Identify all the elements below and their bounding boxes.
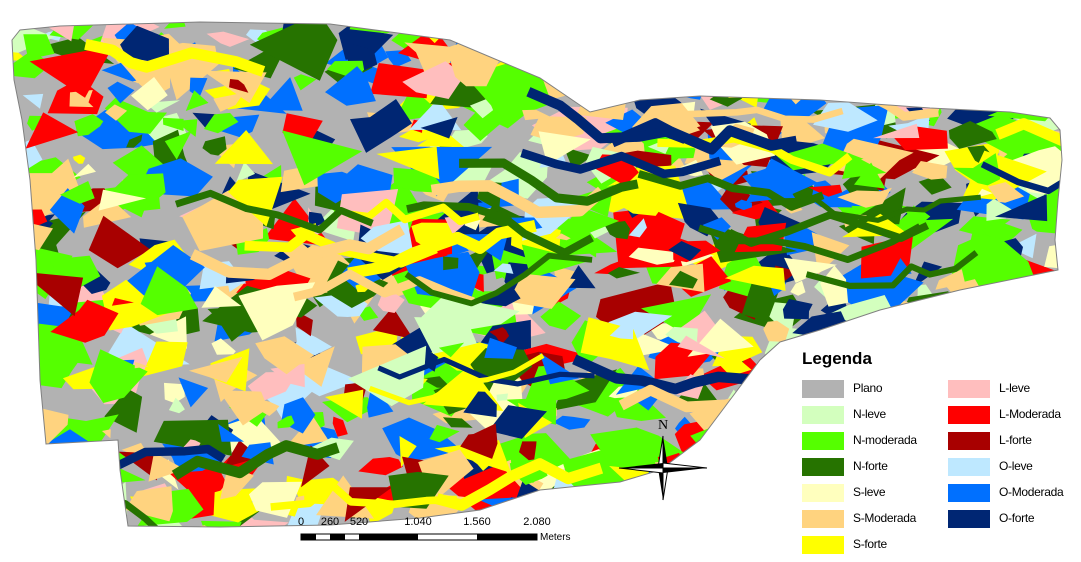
legend-swatch	[802, 458, 844, 476]
legend-swatch	[802, 406, 844, 424]
scale-unit: Meters	[540, 532, 571, 543]
legend-swatch	[802, 380, 844, 398]
legend: Legenda Plano N-leve N-moderada N-forte S-le…	[790, 344, 1075, 556]
legend-swatch	[948, 458, 990, 476]
legend-swatch	[802, 510, 844, 528]
legend-label: S-leve	[853, 485, 885, 499]
aspect-patch	[497, 394, 509, 401]
legend-swatch	[802, 432, 844, 450]
north-arrow: N	[615, 418, 711, 518]
legend-label: N-leve	[853, 407, 886, 421]
legend-label: Plano	[853, 381, 882, 395]
legend-label: O-leve	[999, 459, 1033, 473]
legend-title: Legenda	[802, 349, 872, 369]
legend-swatch	[948, 380, 990, 398]
legend-swatch	[948, 484, 990, 502]
legend-label: O-Moderada	[999, 485, 1063, 499]
legend-label: N-moderada	[853, 433, 917, 447]
legend-swatch	[802, 536, 844, 554]
legend-swatch	[948, 406, 990, 424]
legend-label: N-forte	[853, 459, 888, 473]
legend-label: O-forte	[999, 511, 1034, 525]
aspect-patch	[443, 257, 458, 271]
legend-label: S-forte	[853, 537, 887, 551]
legend-label: S-Moderada	[853, 511, 916, 525]
legend-swatch	[948, 432, 990, 450]
legend-label: L-Moderada	[999, 407, 1061, 421]
legend-swatch	[948, 510, 990, 528]
legend-label: L-forte	[999, 433, 1032, 447]
legend-swatch	[802, 484, 844, 502]
compass-rose-icon	[615, 418, 711, 518]
legend-label: L-leve	[999, 381, 1030, 395]
